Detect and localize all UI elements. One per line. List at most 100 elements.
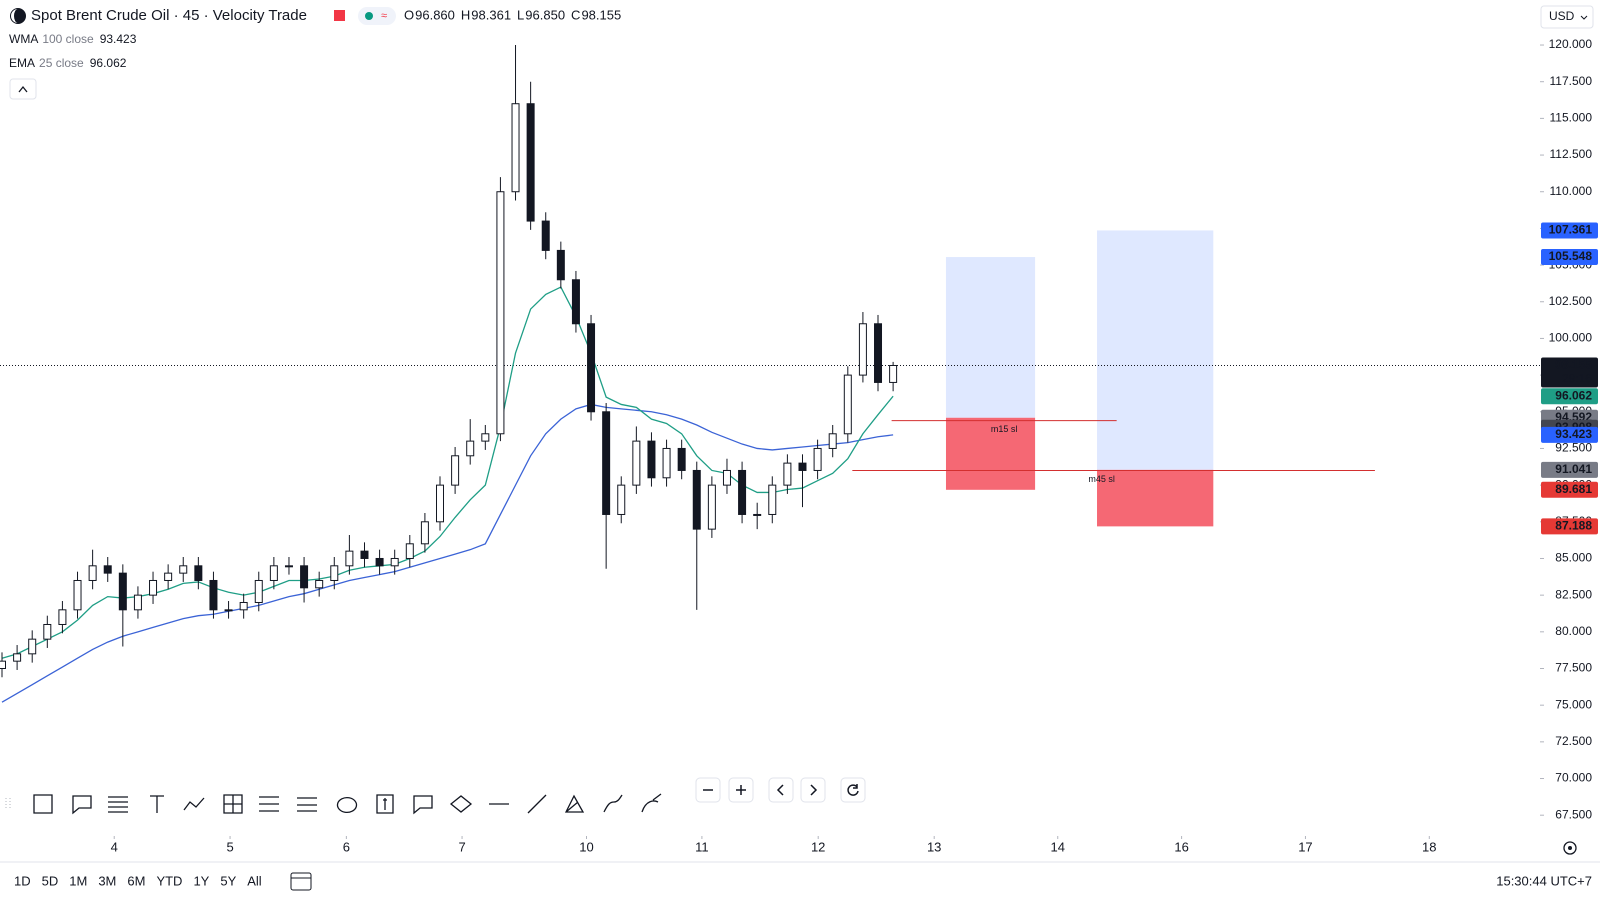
range-button[interactable]: All xyxy=(247,873,262,888)
status-dot xyxy=(365,12,373,20)
range-button[interactable]: 1M xyxy=(69,873,87,888)
candle-body xyxy=(571,279,580,325)
price-label: 93.423 xyxy=(1555,427,1592,441)
candle-body xyxy=(390,557,399,567)
candle-body xyxy=(828,433,837,449)
zoom-button[interactable] xyxy=(800,777,826,803)
candle-body xyxy=(330,565,339,581)
ohlc-key: C xyxy=(571,7,580,22)
tool-icon[interactable] xyxy=(297,797,317,812)
tool-icon[interactable] xyxy=(259,796,279,812)
y-tick-label: 102.500 xyxy=(1549,294,1593,308)
dropdown-icon xyxy=(1580,15,1588,20)
price-label-box xyxy=(1541,249,1598,266)
tool-icon[interactable] xyxy=(376,794,394,814)
tool-icon[interactable] xyxy=(223,794,243,814)
price-label-box xyxy=(1541,481,1598,498)
toolbar-grip xyxy=(5,798,11,810)
range-button[interactable]: 3M xyxy=(98,873,116,888)
tool-icon[interactable] xyxy=(108,796,128,813)
candle-body xyxy=(436,484,445,523)
candle-body xyxy=(73,579,82,611)
y-tick-label: 112.500 xyxy=(1550,147,1593,161)
candle-body xyxy=(315,579,324,589)
tool-icon[interactable] xyxy=(449,795,473,813)
ohlc-value: 98.361 xyxy=(471,7,511,22)
currency-select[interactable] xyxy=(1540,5,1594,29)
candle-body xyxy=(496,191,505,435)
collapse-button[interactable] xyxy=(9,78,37,100)
candle-body xyxy=(345,550,354,567)
candle-body xyxy=(28,638,37,655)
candle-body xyxy=(602,411,611,515)
status-pill xyxy=(358,7,396,25)
stop-zone xyxy=(1097,469,1214,527)
candle-body xyxy=(284,565,293,568)
range-button[interactable]: 1D xyxy=(14,873,31,888)
candle-body xyxy=(798,462,807,471)
zoom-icon xyxy=(736,785,746,795)
zoom-icon xyxy=(847,784,859,796)
y-tick-label: 82.500 xyxy=(1555,587,1592,601)
indicators: WMA 100 close 93.423 EMA 25 close 96.062 xyxy=(9,32,137,70)
y-tick-label: 85.000 xyxy=(1555,551,1592,565)
tool-icon[interactable] xyxy=(336,796,358,814)
tool-icon[interactable] xyxy=(413,795,433,815)
price-label-box xyxy=(1541,426,1598,443)
range-button[interactable]: 1Y xyxy=(193,873,209,888)
candle-body xyxy=(541,220,550,251)
candle-body xyxy=(722,469,731,486)
candle-body xyxy=(194,565,203,581)
candle-body xyxy=(617,484,626,515)
range-button[interactable]: 5D xyxy=(42,873,59,888)
x-tick-label: 4 xyxy=(111,839,118,854)
candle-body xyxy=(13,653,22,662)
indicator-name[interactable]: WMA xyxy=(9,32,38,46)
tool-icon[interactable] xyxy=(564,794,585,813)
candle-body xyxy=(149,579,158,596)
date-range-button[interactable] xyxy=(290,872,312,891)
collapse-icon xyxy=(18,85,28,93)
candle-body xyxy=(647,440,656,479)
symbol-title[interactable]: Spot Brent Crude Oil · 45 · Velocity Tra… xyxy=(31,7,307,24)
indicator-name[interactable]: EMA xyxy=(9,56,35,70)
tool-icon[interactable] xyxy=(183,797,205,811)
range-button[interactable]: 5Y xyxy=(220,873,236,888)
settings-icon[interactable] xyxy=(1563,841,1577,855)
tool-icon[interactable] xyxy=(527,794,547,814)
indicator-value: 93.423 xyxy=(100,32,137,46)
candle-body xyxy=(103,565,112,574)
y-tick-label: 120.000 xyxy=(1549,37,1593,51)
y-tick-label: 75.000 xyxy=(1555,697,1592,711)
y-tick-label: 117.500 xyxy=(1550,74,1593,88)
tool-icon[interactable] xyxy=(603,794,623,813)
market-status xyxy=(334,10,345,21)
price-label-box xyxy=(1541,222,1598,239)
ohlc: O 96.860 H 98.361 L 96.850 C 98.155 xyxy=(404,7,621,22)
zoom-button[interactable] xyxy=(840,777,866,803)
price-label: 107.361 xyxy=(1549,223,1593,237)
x-tick-label: 17 xyxy=(1298,839,1312,854)
range-button[interactable]: YTD xyxy=(156,873,182,888)
countdown: 29:16 xyxy=(1562,372,1592,386)
zoom-button[interactable] xyxy=(768,777,794,803)
tool-icon[interactable] xyxy=(150,795,164,813)
candle-body xyxy=(813,447,822,471)
tool-icon[interactable] xyxy=(33,794,53,814)
range-button[interactable]: 6M xyxy=(127,873,145,888)
candle-body xyxy=(239,601,248,611)
ohlc-value: 98.155 xyxy=(581,7,621,22)
candle-body xyxy=(753,513,762,516)
candle-body xyxy=(526,103,535,222)
x-tick-label: 10 xyxy=(579,839,593,854)
candle-body xyxy=(783,462,792,486)
candle-body xyxy=(587,323,596,413)
tool-icon[interactable] xyxy=(641,793,662,813)
candle-body xyxy=(466,440,475,457)
candle-body xyxy=(360,550,369,559)
drawing-tools xyxy=(5,793,662,815)
y-tick-label: 72.500 xyxy=(1555,734,1592,748)
tool-icon[interactable] xyxy=(72,795,92,815)
zoom-controls xyxy=(695,777,866,803)
